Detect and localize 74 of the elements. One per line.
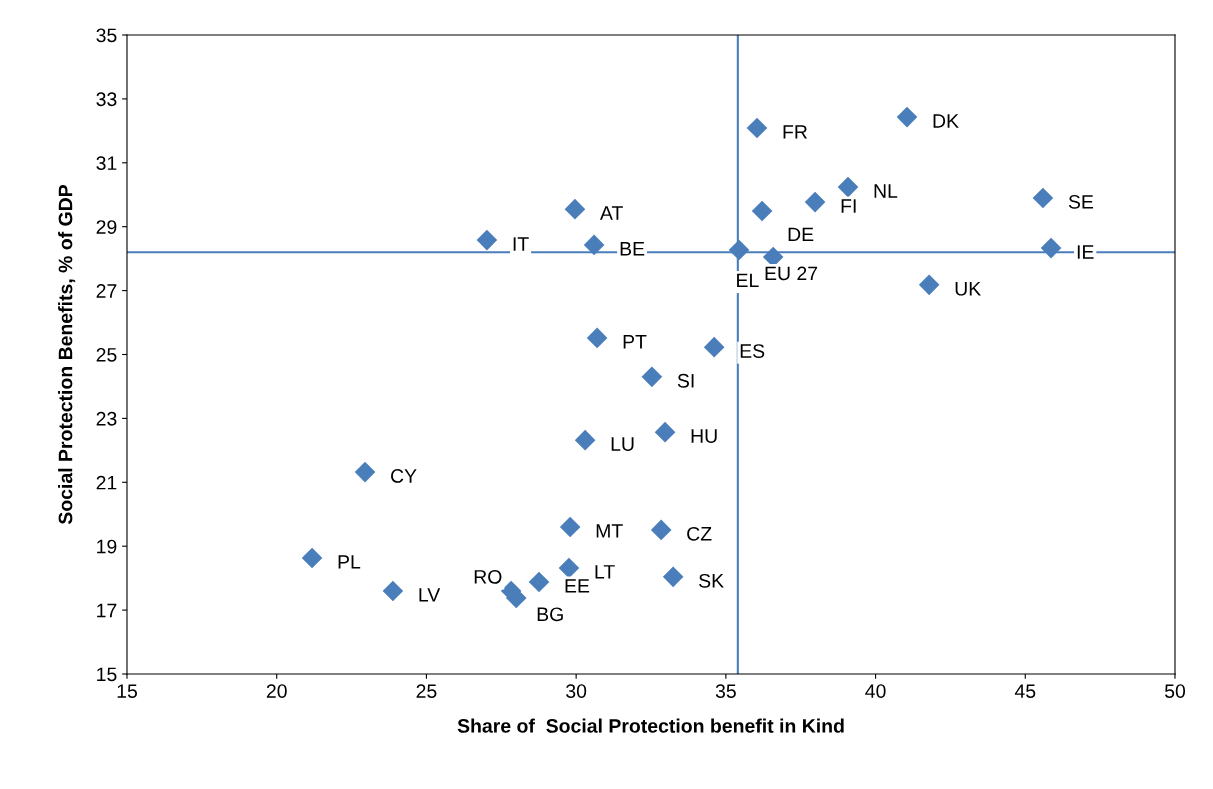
x-tick-label: 15: [117, 684, 137, 698]
annotation: ES: [740, 344, 765, 358]
annotation: LU: [611, 437, 634, 451]
point: [804, 191, 826, 213]
point: [896, 106, 918, 128]
point: [301, 547, 323, 569]
point: [746, 117, 768, 139]
x-tick-label: 25: [416, 684, 437, 698]
annotation: EU 27: [765, 266, 818, 281]
annotation: SE: [1068, 194, 1094, 209]
x-tick-label: 35: [715, 684, 736, 698]
y-tick-label: 25: [96, 347, 117, 362]
x-tick-label: 50: [1164, 684, 1186, 698]
y-tick-label: 21: [96, 475, 117, 490]
point: [574, 429, 596, 451]
x-axis-title: Share of Social Protection benefit in Kind: [457, 718, 844, 733]
annotation: HU: [691, 429, 717, 443]
point: [837, 176, 859, 198]
y-axis-title: Social Protection Benefits, % of GDP: [58, 184, 76, 525]
point: [476, 229, 498, 251]
point: [662, 566, 684, 588]
y-tick-label: 31: [96, 156, 117, 171]
x-tick-label: 45: [1014, 684, 1036, 698]
point: [1040, 237, 1062, 259]
annotation: DE: [788, 227, 814, 242]
x-tick-label: 40: [865, 684, 886, 698]
point: [641, 366, 663, 388]
point: [751, 200, 773, 222]
point: [558, 557, 580, 579]
annotation: IT: [513, 237, 529, 251]
point: [354, 461, 376, 483]
point: [559, 516, 581, 538]
point: [728, 239, 750, 261]
annotation: CZ: [687, 526, 712, 541]
y-tick-label: 23: [96, 411, 117, 426]
annotation: UK: [955, 282, 981, 296]
point: [650, 519, 672, 541]
annotation: LV: [419, 588, 441, 602]
annotation: CY: [391, 469, 417, 483]
point: [703, 336, 725, 358]
annotation: EL: [737, 273, 759, 288]
point: [918, 274, 940, 296]
annotation: BE: [620, 242, 645, 256]
y-tick-label: 33: [96, 92, 117, 107]
y-tick-label: 29: [96, 220, 117, 234]
x-tick-label: 30: [566, 684, 587, 698]
y-tick-label: 17: [97, 603, 117, 618]
point: [583, 234, 605, 256]
annotation: LT: [595, 565, 615, 579]
annotation: IE: [1077, 245, 1094, 259]
annotation: NL: [874, 184, 898, 198]
annotation: PT: [623, 335, 647, 349]
annotation: PL: [338, 555, 361, 569]
point: [528, 571, 550, 593]
annotation: FI: [841, 199, 856, 213]
annotation: EE: [565, 579, 590, 593]
annotation: DK: [933, 114, 959, 128]
annotation: MT: [596, 524, 623, 538]
annotation: RO: [474, 569, 502, 584]
point: [586, 327, 608, 349]
y-tick-label: 27: [96, 284, 117, 298]
annotation: FR: [783, 125, 808, 139]
x-tick-label: 20: [266, 684, 287, 698]
annotation: SI: [677, 373, 694, 388]
point: [382, 580, 404, 602]
y-tick-label: 35: [96, 28, 117, 43]
annotation: BG: [537, 607, 563, 622]
y-tick-label: 19: [97, 539, 117, 554]
annotation: AT: [599, 206, 623, 220]
point: [564, 198, 586, 220]
annotation: SK: [699, 573, 724, 588]
point: [1032, 187, 1054, 209]
point: [654, 421, 676, 443]
y-tick-label: 15: [97, 667, 117, 682]
